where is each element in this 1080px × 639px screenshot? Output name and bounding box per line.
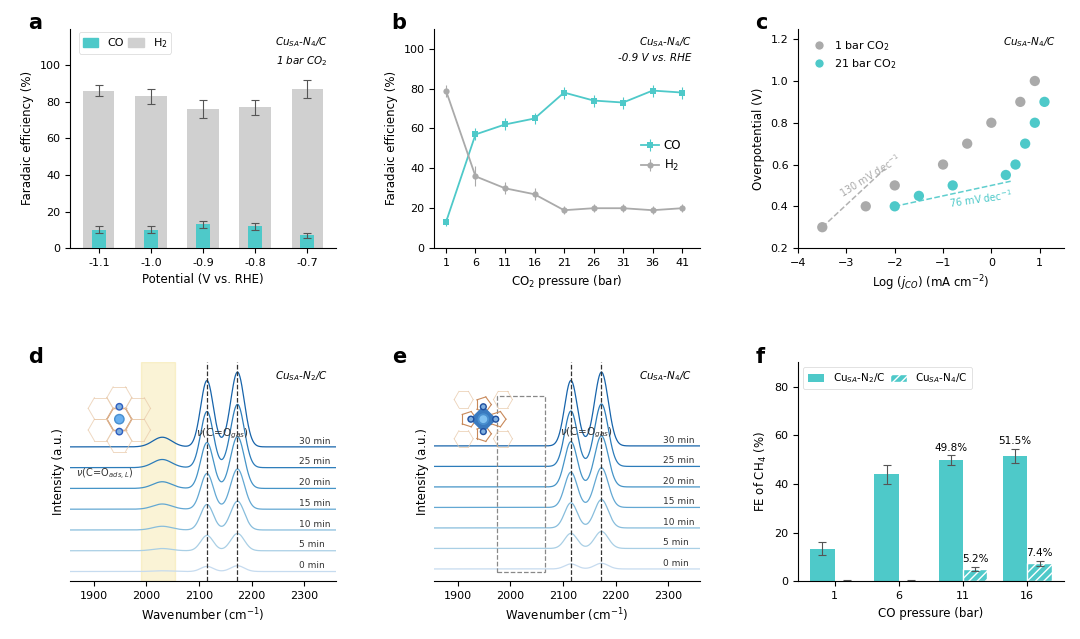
Text: 20 min: 20 min	[299, 478, 330, 487]
Y-axis label: FE of CH$_4$ (%): FE of CH$_4$ (%)	[753, 431, 769, 512]
Text: 5.2%: 5.2%	[962, 555, 988, 564]
Point	[934, 159, 951, 169]
Point	[944, 180, 961, 190]
Text: $Cu_{SA}$-$N_4$/C: $Cu_{SA}$-$N_4$/C	[1003, 35, 1056, 49]
Text: $Cu_{SA}$-$N_2$/C: $Cu_{SA}$-$N_2$/C	[275, 369, 328, 383]
Y-axis label: Intensity (a.u.): Intensity (a.u.)	[416, 428, 429, 515]
Text: 25 min: 25 min	[299, 458, 330, 466]
Bar	[240, 107, 271, 248]
Text: 10 min: 10 min	[663, 518, 694, 527]
X-axis label: Wavenumber (cm$^{-1}$): Wavenumber (cm$^{-1}$)	[505, 607, 629, 624]
Point	[959, 139, 976, 149]
Bar	[300, 235, 314, 248]
Text: 30 min: 30 min	[663, 436, 694, 445]
Bar	[1003, 456, 1027, 581]
Legend: CO, H$_2$: CO, H$_2$	[79, 32, 171, 54]
Point	[1026, 76, 1043, 86]
Point	[813, 222, 831, 233]
Point	[886, 180, 903, 190]
Point	[1016, 139, 1034, 149]
Bar	[810, 549, 835, 581]
Text: $\nu$(C$\!=\!$O$_{gas}$): $\nu$(C$\!=\!$O$_{gas}$)	[197, 427, 249, 441]
X-axis label: CO pressure (bar): CO pressure (bar)	[878, 607, 984, 620]
Legend: CO, H$_2$: CO, H$_2$	[636, 134, 686, 178]
Bar	[135, 96, 166, 248]
Point	[910, 191, 928, 201]
Y-axis label: Faradaic efficiency (%): Faradaic efficiency (%)	[384, 72, 397, 206]
Point	[886, 201, 903, 212]
Bar	[939, 460, 963, 581]
Bar	[963, 569, 987, 581]
X-axis label: Log ($j_{CO}$) (mA cm$^{-2}$): Log ($j_{CO}$) (mA cm$^{-2}$)	[873, 273, 989, 293]
Text: 5 min: 5 min	[663, 538, 689, 547]
Text: b: b	[392, 13, 407, 33]
Text: 15 min: 15 min	[663, 497, 694, 506]
Text: $\nu$(C$\!=\!$O$_{gas}$): $\nu$(C$\!=\!$O$_{gas}$)	[561, 426, 613, 440]
Text: $Cu_{SA}$-$N_4$/C
1 bar $CO_2$: $Cu_{SA}$-$N_4$/C 1 bar $CO_2$	[275, 35, 328, 68]
Point	[1007, 159, 1024, 169]
Bar	[144, 230, 158, 248]
Point	[1026, 118, 1043, 128]
Text: 0 min: 0 min	[299, 561, 325, 570]
X-axis label: Potential (V vs. RHE): Potential (V vs. RHE)	[143, 273, 264, 286]
Text: 0 min: 0 min	[663, 558, 689, 567]
Text: 20 min: 20 min	[663, 477, 694, 486]
Text: 10 min: 10 min	[299, 520, 330, 528]
Text: 5 min: 5 min	[299, 541, 325, 550]
Text: $Cu_{SA}$-$N_4$/C
-0.9 V vs. RHE: $Cu_{SA}$-$N_4$/C -0.9 V vs. RHE	[619, 35, 692, 63]
Text: 7.4%: 7.4%	[1026, 548, 1053, 558]
Text: a: a	[28, 13, 42, 33]
Y-axis label: Faradaic efficiency (%): Faradaic efficiency (%)	[21, 72, 33, 206]
X-axis label: Wavenumber (cm$^{-1}$): Wavenumber (cm$^{-1}$)	[141, 607, 265, 624]
Bar	[141, 362, 175, 581]
Text: f: f	[756, 347, 765, 367]
Text: c: c	[756, 13, 768, 33]
Text: $Cu_{SA}$-$N_4$/C: $Cu_{SA}$-$N_4$/C	[639, 369, 692, 383]
Bar	[195, 224, 211, 248]
Text: d: d	[28, 347, 42, 367]
Text: 130 mV dec$^{-1}$: 130 mV dec$^{-1}$	[837, 151, 903, 200]
Text: 15 min: 15 min	[299, 499, 330, 508]
Legend: Cu$_{SA}$-N$_2$/C, Cu$_{SA}$-N$_4$/C: Cu$_{SA}$-N$_2$/C, Cu$_{SA}$-N$_4$/C	[804, 367, 972, 390]
Point	[983, 118, 1000, 128]
Y-axis label: Intensity (a.u.): Intensity (a.u.)	[52, 428, 65, 515]
Point	[1036, 96, 1053, 107]
Bar	[188, 109, 218, 248]
Text: 49.8%: 49.8%	[934, 443, 968, 453]
Text: 51.5%: 51.5%	[999, 436, 1031, 446]
Bar	[1027, 564, 1052, 581]
Bar	[875, 474, 899, 581]
Bar	[497, 396, 544, 571]
Legend: 1 bar CO$_2$, 21 bar CO$_2$: 1 bar CO$_2$, 21 bar CO$_2$	[804, 35, 901, 75]
Point	[1012, 96, 1029, 107]
Text: 76 mV dec$^{-1}$: 76 mV dec$^{-1}$	[948, 188, 1013, 210]
Bar	[292, 89, 323, 248]
Text: 30 min: 30 min	[299, 436, 330, 445]
Text: $\nu$(C$\!=\!$O$_{ads, L}$): $\nu$(C$\!=\!$O$_{ads, L}$)	[76, 466, 133, 482]
Y-axis label: Overpotential (V): Overpotential (V)	[752, 88, 765, 190]
Text: e: e	[392, 347, 406, 367]
Bar	[248, 226, 262, 248]
X-axis label: CO$_2$ pressure (bar): CO$_2$ pressure (bar)	[511, 273, 623, 290]
Bar	[92, 230, 106, 248]
Bar	[83, 91, 114, 248]
Text: 25 min: 25 min	[663, 456, 694, 465]
Point	[858, 201, 875, 212]
Point	[997, 170, 1014, 180]
